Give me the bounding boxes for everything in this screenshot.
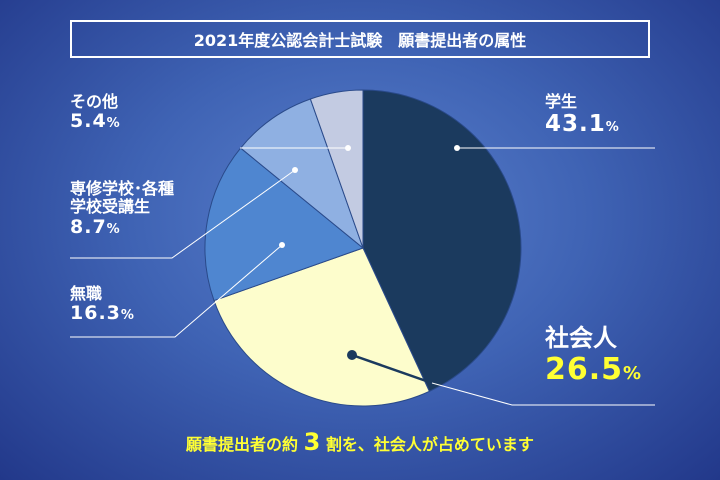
leader-dot [345,145,351,151]
label-unemployed: 無職 16.3% [70,284,135,325]
leader-line [70,169,296,259]
pie-slice [362,89,522,393]
label-unit: % [120,308,135,324]
label-working: 社会人 26.5% [545,324,643,387]
label-value: 26.5 [545,351,624,387]
label-unit: % [623,362,643,384]
leader-line [70,244,283,338]
label-value: 8.7 [70,215,107,238]
footer-num: 3 [303,428,321,456]
label-name: 専修学校･各種 [70,179,175,198]
label-name: その他 [70,92,119,111]
label-name: 無職 [70,284,103,303]
label-unit: % [605,120,620,136]
footer-pre: 願書提出者の約 [186,435,299,454]
label-value: 5.4 [70,110,107,133]
leader-dot [292,167,298,173]
leader-dot [279,242,285,248]
label-value: 43.1 [545,111,606,138]
label-name: 学生 [545,92,578,111]
pie-slice [204,147,365,302]
leader-line [351,353,433,385]
pie-slice [309,89,364,249]
label-vocational: 専修学校･各種 学校受講生 8.7% [70,179,175,239]
leader-line [431,382,655,406]
label-unit: % [106,116,121,132]
pie-slice [213,247,431,407]
leader-dot [454,145,460,151]
label-name: 社会人 [545,324,617,352]
leader-dot [347,350,357,360]
pie-slice [239,98,365,250]
label-unit: % [106,221,121,237]
footer-post: 割を、社会人が占めています [325,435,534,454]
label-student: 学生 43.1% [545,92,620,138]
label-name: 学校受講生 [70,197,151,217]
chart-title: 2021年度公認会計士試験 願書提出者の属性 [70,20,650,58]
label-value: 16.3 [70,302,121,325]
label-other: その他 5.4% [70,92,121,133]
footer-caption: 願書提出者の約 3 割を、社会人が占めています [0,428,720,456]
